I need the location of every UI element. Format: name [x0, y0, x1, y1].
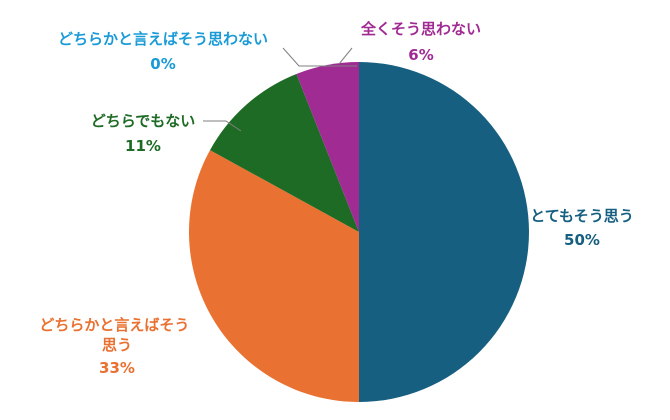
pie-slice-totemo	[359, 62, 529, 402]
pie-slices	[189, 62, 529, 402]
pie-slice-mattaku	[296, 62, 359, 232]
leader-lines	[203, 47, 357, 132]
leader-line-dochirademo	[203, 120, 242, 132]
slice-label-totemo: とてもそう思う	[530, 207, 634, 225]
slice-value-dochiraka-sounai: 0%	[150, 55, 175, 73]
slice-label-dochiraka-sou: どちらかと言えばそう 思う	[39, 316, 194, 354]
slice-label-dochiraka-sou-line2: 思う	[102, 336, 132, 354]
slice-label-dochiraka-sounai: どちらかと言えばそう思わない	[58, 30, 268, 48]
slice-value-mattaku: 6%	[408, 46, 433, 64]
slice-value-dochirademo: 11%	[125, 137, 161, 155]
pie-slice-dochiraka-sou	[189, 150, 359, 402]
slice-label-dochiraka-sou-line1: どちらかと言えばそう	[39, 316, 189, 334]
pie-slice-dochirademo	[210, 73, 359, 233]
slice-label-dochirademo: どちらでもない	[91, 112, 196, 130]
slice-value-dochiraka-sou: 33%	[99, 359, 135, 377]
slice-value-totemo: 50%	[564, 231, 600, 249]
leader-line-mattaku	[338, 47, 353, 65]
leader-line-dochiraka-sounai	[282, 47, 357, 67]
slice-label-mattaku: 全くそう思わない	[360, 20, 481, 38]
